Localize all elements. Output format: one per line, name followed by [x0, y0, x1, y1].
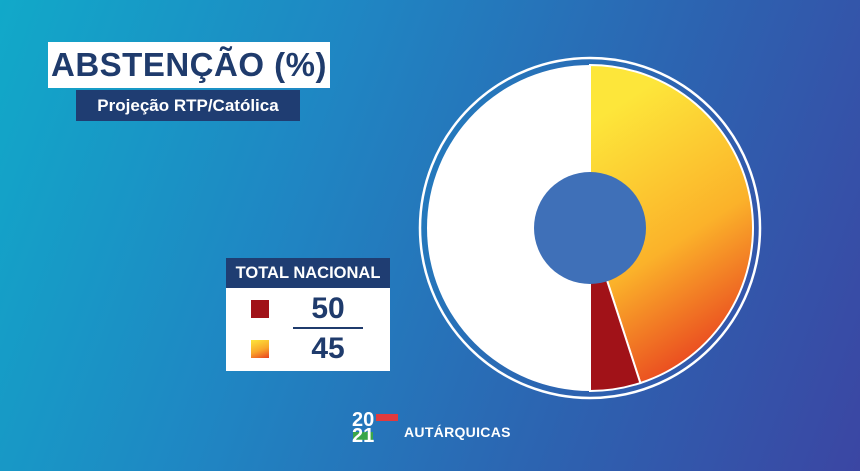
legend-swatch-upper: [251, 300, 269, 318]
autarquicas-2021-logo: 20 21 AUTÁRQUICAS: [352, 409, 512, 447]
logo-year-top: 20: [352, 409, 375, 431]
logo-green-bar: [353, 432, 373, 440]
legend-value-lower: 45: [311, 332, 345, 365]
legend-swatch-lower: [251, 340, 269, 358]
logo-red-bar: [376, 414, 398, 421]
legend-divider: [293, 327, 363, 329]
logo-year-bottom: 21: [352, 425, 375, 447]
legend-value-upper: 50: [311, 292, 345, 325]
logo-text: AUTÁRQUICAS: [404, 424, 511, 440]
total-nacional-box: 50 45: [226, 288, 390, 371]
chart-subtitle: Projeção RTP/Católica: [76, 90, 300, 121]
donut-center-hole: [534, 172, 646, 284]
slice-lower-range: [589, 63, 754, 385]
donut-outer-ring: [418, 56, 762, 400]
chart-title: ABSTENÇÃO (%): [48, 42, 330, 88]
total-nacional-header: TOTAL NACIONAL: [226, 258, 390, 288]
